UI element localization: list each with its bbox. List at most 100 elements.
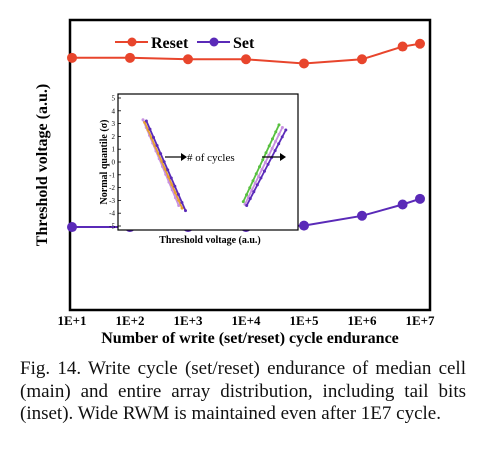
- inset-series-layer: [141, 118, 288, 213]
- inset-reset-point: [155, 143, 159, 147]
- inset-reset-point: [173, 184, 177, 188]
- inset-reset-point: [169, 176, 173, 180]
- inset-x-axis-title: Threshold voltage (a.u.): [159, 235, 261, 246]
- inset-reset-point: [156, 152, 160, 156]
- inset-y-tick-label: 1: [112, 146, 116, 154]
- inset-set-point: [266, 162, 270, 166]
- inset-y-tick-label: 4: [112, 107, 116, 115]
- inset-set-point: [274, 139, 278, 143]
- data-point-set: [415, 193, 425, 204]
- inset-set-point: [241, 200, 245, 204]
- inset-reset-point: [159, 152, 163, 156]
- inset-reset-point: [162, 160, 166, 164]
- inset-set-point: [253, 181, 257, 185]
- inset-annotation: # of cycles: [187, 152, 235, 164]
- figure: Reset Set 1E+1 1E+2 1E+3 1E+4 1E+5 1E+6 1E+7 N…: [34, 18, 435, 347]
- inset-set-point: [260, 167, 264, 171]
- inset-set-point: [277, 123, 281, 127]
- inset-reset-point: [167, 175, 170, 179]
- inset-reset-point: [173, 190, 177, 194]
- inset-reset-point: [153, 144, 157, 148]
- x-tick-label: 1E+4: [231, 313, 261, 328]
- data-point-reset: [397, 41, 408, 52]
- data-point-reset: [67, 52, 77, 63]
- inset-set-point: [273, 149, 277, 153]
- data-point-set: [67, 222, 77, 233]
- inset-y-tick-label: 0: [112, 159, 116, 167]
- inset-chart: 5 4 3 2 1 0 -1 -2 -3 -4 -5 Normal quantile (σ) Thr…: [99, 93, 299, 246]
- inset-set-point: [267, 144, 271, 148]
- inset-set-point: [280, 135, 284, 139]
- inset-frame: [117, 93, 299, 231]
- inset-set-point: [252, 190, 256, 194]
- x-tick-label: 1E+2: [115, 313, 144, 328]
- inset-y-axis-title: Normal quantile (σ): [99, 120, 110, 205]
- inset-set-point: [255, 183, 259, 187]
- inset-y-tick-label: 2: [112, 133, 116, 141]
- inset-y-tick-label: -4: [109, 210, 115, 218]
- inset-reset-point: [160, 159, 164, 163]
- inset-reset-point: [148, 127, 152, 131]
- legend-set-marker: [209, 37, 219, 47]
- inset-set-point: [257, 174, 261, 178]
- inset-y-tick-label: 3: [112, 120, 116, 128]
- inset-set-point: [262, 169, 266, 173]
- inset-reset-point: [176, 192, 180, 196]
- figure-caption: Fig. 14. Write cycle (set/reset) enduran…: [20, 358, 466, 424]
- main-plot-frame: [68, 18, 432, 312]
- legend-set-label: Set: [233, 35, 255, 52]
- inset-y-tick-label: -3: [109, 197, 115, 205]
- data-point-reset: [125, 52, 135, 63]
- x-tick-label: 1E+1: [57, 313, 86, 328]
- inset-set-point: [263, 160, 267, 164]
- inset-set-point: [284, 128, 288, 132]
- inset-reset-point: [152, 135, 156, 139]
- inset-set-point: [261, 158, 265, 162]
- inset-set-point: [254, 172, 258, 176]
- inset-y-tick-label: -2: [109, 184, 115, 192]
- inset-set-point: [264, 151, 268, 155]
- inset-reset-point: [163, 167, 167, 171]
- data-point-set: [357, 210, 367, 221]
- x-tick-label: 1E+5: [289, 313, 319, 328]
- legend: Reset Set: [115, 35, 255, 52]
- data-point-reset: [357, 54, 367, 65]
- inset-reset-point: [177, 198, 181, 202]
- inset-reset-point: [141, 118, 145, 122]
- inset-set-point: [245, 204, 249, 208]
- data-point-reset: [415, 38, 425, 49]
- legend-reset-label: Reset: [151, 35, 189, 52]
- inset-reset-point: [184, 209, 187, 213]
- inset-reset-point: [170, 183, 174, 187]
- inset-set-point: [259, 176, 263, 180]
- inset-set-point: [277, 142, 281, 146]
- inset-reset-point: [180, 200, 184, 204]
- data-point-reset: [183, 54, 193, 65]
- series-line-reset: [72, 42, 421, 65]
- x-tick-label: 1E+6: [347, 313, 377, 328]
- inset-set-point: [258, 165, 262, 169]
- inset-set-point: [277, 132, 281, 136]
- inset-set-point: [245, 193, 249, 197]
- inset-arrow-set-head: [280, 153, 286, 161]
- inset-set-point: [267, 153, 271, 157]
- inset-set-point: [251, 179, 255, 183]
- data-point-set: [397, 199, 408, 210]
- inset-reset-point: [177, 204, 181, 208]
- inset-reset-point: [144, 119, 148, 123]
- inset-reset-point: [166, 168, 170, 172]
- inset-set-point: [271, 137, 275, 141]
- x-tick-label: 1E+3: [173, 313, 203, 328]
- x-axis-title: Number of write (set/reset) cycle endura…: [101, 330, 399, 347]
- data-point-reset: [241, 54, 251, 65]
- inset-y-tick-label: -1: [109, 171, 115, 179]
- inset-y-tick-label: 5: [112, 95, 116, 103]
- inset-set-point: [248, 197, 252, 201]
- data-point-set: [299, 220, 309, 231]
- inset-set-point: [248, 186, 252, 190]
- inset-reset-point: [173, 196, 177, 200]
- inset-arrow-reset-head: [181, 153, 187, 161]
- inset-y-tick-label: -5: [109, 223, 115, 231]
- inset-set-point: [274, 130, 278, 134]
- y-axis-title: Threshold voltage (a.u.): [34, 84, 51, 246]
